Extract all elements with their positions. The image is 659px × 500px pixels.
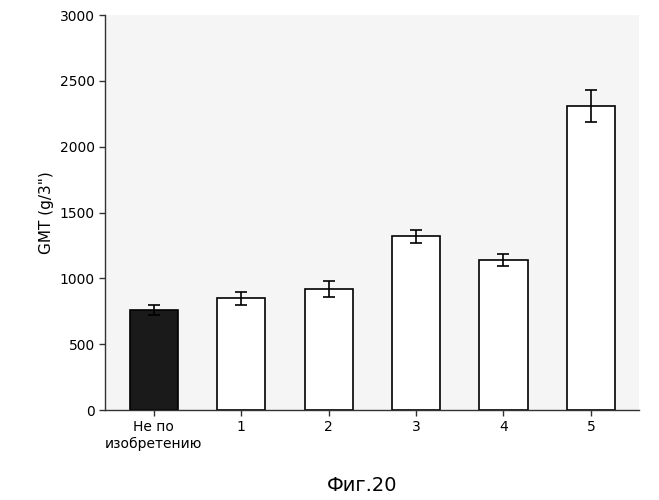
Y-axis label: GMT (g/3"): GMT (g/3")	[40, 171, 54, 254]
Text: Фиг.20: Фиг.20	[328, 476, 397, 495]
Bar	[217, 298, 265, 410]
Bar	[480, 260, 528, 410]
Bar	[567, 106, 615, 410]
Bar	[130, 310, 178, 410]
Bar	[392, 236, 440, 410]
Bar	[304, 289, 353, 410]
